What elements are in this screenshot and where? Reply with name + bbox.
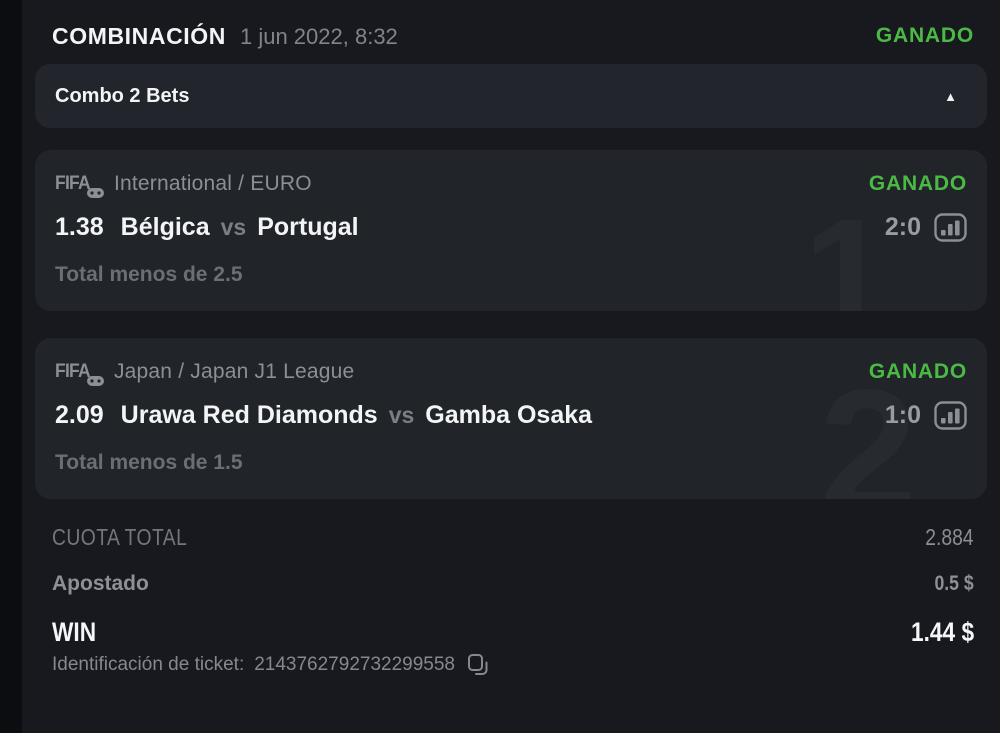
win-row: WIN 1.44 $: [52, 614, 974, 650]
match-score: 1:0: [884, 401, 921, 429]
fifa-gamepad-icon: FIFA: [55, 173, 104, 198]
bar-chart-icon[interactable]: [934, 401, 967, 430]
away-team: Gamba Osaka: [425, 401, 593, 429]
ticket-id-value: 2143762792732299558: [254, 654, 455, 675]
copy-icon[interactable]: [467, 653, 489, 677]
ticket-status-badge: GANADO: [875, 24, 974, 47]
stake-value: 0.5 $: [934, 572, 974, 595]
ticket-datetime: 1 jun 2022, 8:32: [239, 23, 398, 49]
bar-chart-icon[interactable]: [934, 213, 967, 242]
home-team: Urawa Red Diamonds: [120, 401, 378, 429]
bet-odds: 2.09: [55, 401, 104, 429]
ticket-content: COMBINACIÓN 1 jun 2022, 8:32 GANADO Comb…: [22, 0, 1000, 733]
win-value: 1.44 $: [910, 616, 974, 647]
league-label: Japan / Japan J1 League: [113, 360, 355, 383]
total-odds-row: CUOTA TOTAL 2.884: [52, 521, 974, 553]
combo-label: Combo 2 Bets: [55, 84, 190, 107]
total-odds-label: CUOTA TOTAL: [52, 523, 188, 550]
league-label: International / EURO: [113, 172, 312, 195]
match-score: 2:0: [884, 213, 921, 241]
total-odds-value: 2.884: [925, 523, 974, 550]
vs-label: vs: [388, 402, 415, 428]
market-label: Total menos de 1.5: [55, 451, 243, 474]
bet-league-row: FIFA International / EURO GANADO: [55, 172, 967, 198]
bet-odds: 1.38: [55, 213, 104, 241]
combo-toggle-bar[interactable]: Combo 2 Bets ▲: [35, 64, 987, 128]
bet-index-watermark: 2: [819, 364, 917, 499]
chevron-up-icon[interactable]: ▲: [944, 88, 957, 104]
bet-match-row: 2.09 Urawa Red Diamonds vs Gamba Osaka 1…: [55, 401, 967, 430]
bet-status-badge: GANADO: [868, 360, 967, 383]
bet-card-2: 2 FIFA Japan / Japan J1 League GANADO: [35, 338, 987, 499]
away-team: Portugal: [257, 213, 359, 241]
stake-label: Apostado: [52, 572, 149, 595]
bet-status-badge: GANADO: [868, 172, 967, 195]
ticket-type-title: COMBINACIÓN: [52, 22, 226, 49]
bet-card-1: 1 FIFA International / EURO GANADO: [35, 150, 987, 311]
left-edge-strip: [0, 0, 22, 733]
market-label: Total menos de 2.5: [55, 263, 243, 286]
ticket-id-row: Identificación de ticket: 21437627927322…: [52, 653, 974, 677]
stake-row: Apostado 0.5 $: [52, 568, 974, 600]
vs-label: vs: [220, 214, 247, 240]
home-team: Bélgica: [120, 213, 210, 241]
ticket-id-label: Identificación de ticket:: [52, 654, 245, 675]
bet-match-row: 1.38 Bélgica vs Portugal 2:0: [55, 213, 967, 242]
win-label: WIN: [52, 616, 97, 647]
ticket-summary: CUOTA TOTAL 2.884 Apostado 0.5 $ WIN 1.4…: [52, 521, 974, 677]
fifa-gamepad-icon: FIFA: [55, 361, 104, 386]
bet-league-row: FIFA Japan / Japan J1 League GANADO: [55, 360, 967, 386]
ticket-header: COMBINACIÓN 1 jun 2022, 8:32 GANADO: [22, 0, 1000, 54]
ticket-header-left: COMBINACIÓN 1 jun 2022, 8:32: [52, 23, 398, 50]
